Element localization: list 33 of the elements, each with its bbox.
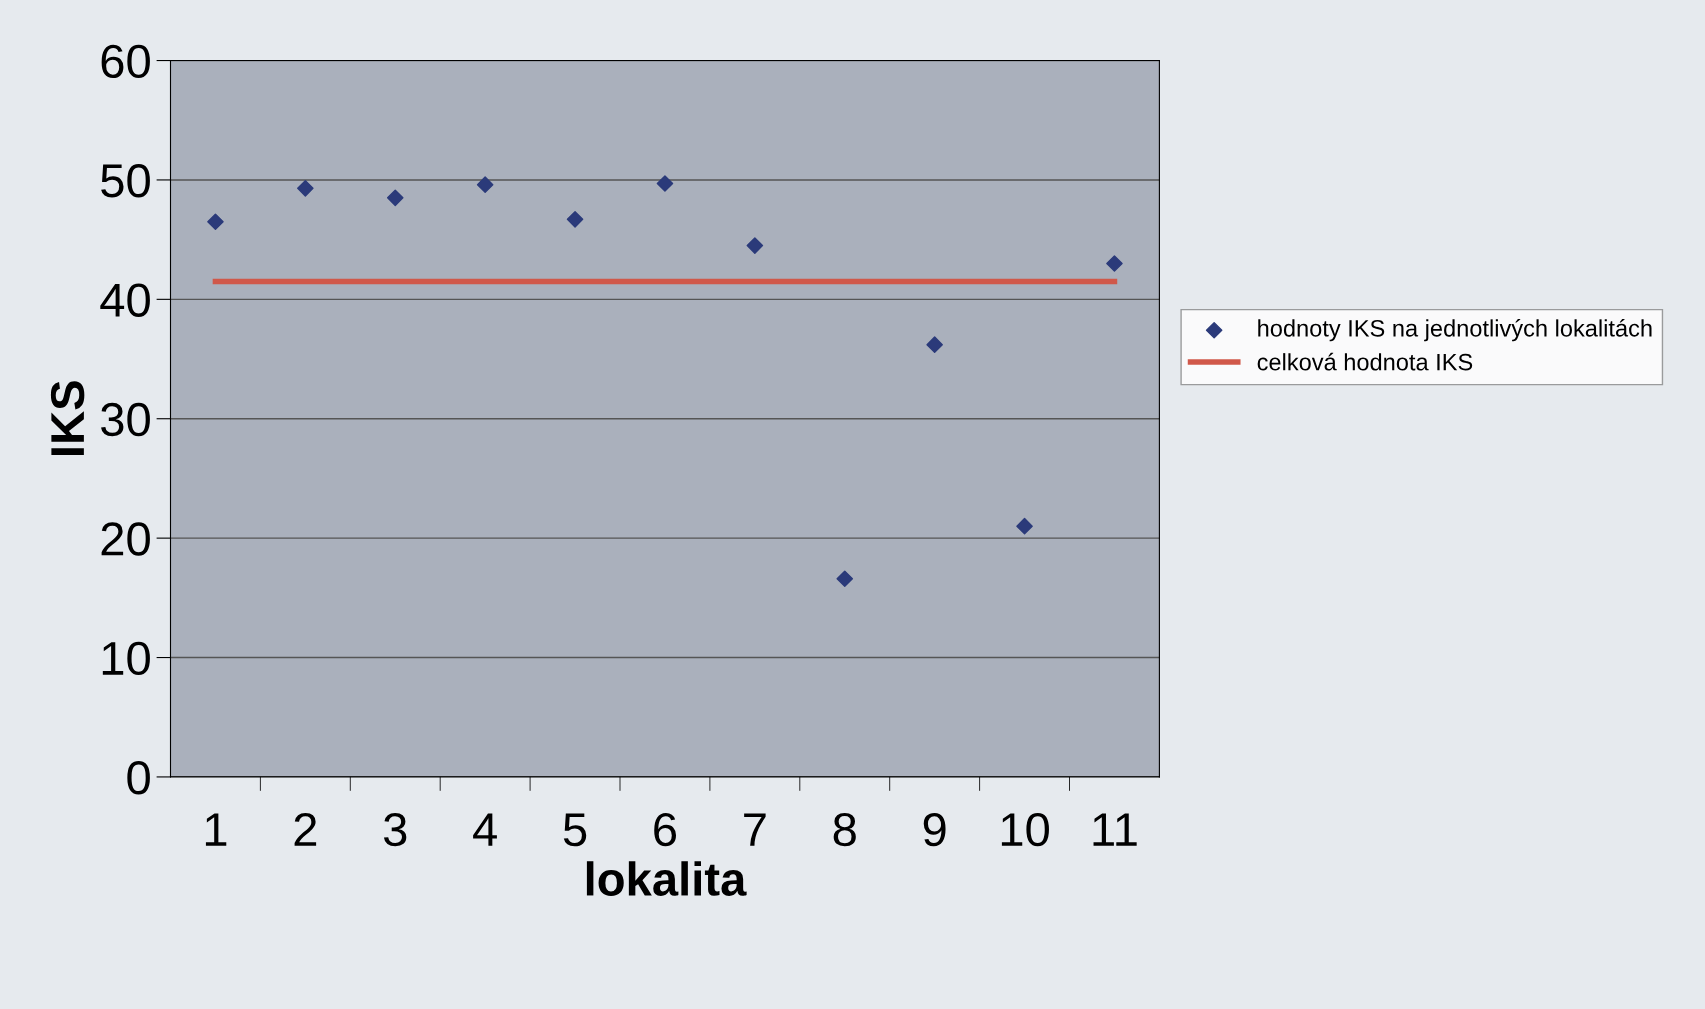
y-tick-label: 60 bbox=[101, 44, 150, 79]
point bbox=[926, 336, 943, 354]
y-tick-label: 40 bbox=[100, 283, 150, 317]
x-tick-label: 10 bbox=[1001, 812, 1049, 847]
x-tick-label: 7 bbox=[744, 813, 766, 846]
x-tick-label: 11 bbox=[1093, 813, 1137, 846]
legend-label: hodnoty IKS na jednotlivých lokalitách bbox=[1258, 319, 1652, 342]
y-tick-label: 50 bbox=[101, 164, 150, 198]
x-tick-label: 6 bbox=[654, 812, 677, 847]
point bbox=[207, 213, 224, 231]
point bbox=[1016, 517, 1033, 535]
y-axis-title: IKS bbox=[50, 381, 85, 455]
point bbox=[476, 176, 494, 194]
legend-label: celková hodnota IKS bbox=[1257, 352, 1473, 371]
point bbox=[297, 179, 314, 197]
x-tick-label: 3 bbox=[383, 812, 407, 847]
x-tick-label: 2 bbox=[294, 812, 317, 846]
x-tick-label: 8 bbox=[833, 812, 856, 847]
y-tick-label: 10 bbox=[102, 641, 150, 676]
point bbox=[386, 189, 404, 207]
y-tick-label: 20 bbox=[101, 522, 150, 556]
point bbox=[746, 237, 764, 254]
point bbox=[1106, 255, 1123, 272]
x-tick-label: 5 bbox=[563, 813, 587, 847]
y-tick-label: 30 bbox=[101, 402, 150, 437]
point bbox=[656, 175, 674, 192]
x-tick-label: 4 bbox=[473, 813, 497, 846]
point bbox=[836, 570, 854, 588]
y-tick-label: 0 bbox=[127, 761, 150, 795]
x-tick-label: 1 bbox=[205, 813, 227, 846]
point bbox=[566, 211, 584, 228]
x-axis-title: lokalita bbox=[586, 861, 747, 896]
x-tick-label: 9 bbox=[923, 812, 946, 847]
